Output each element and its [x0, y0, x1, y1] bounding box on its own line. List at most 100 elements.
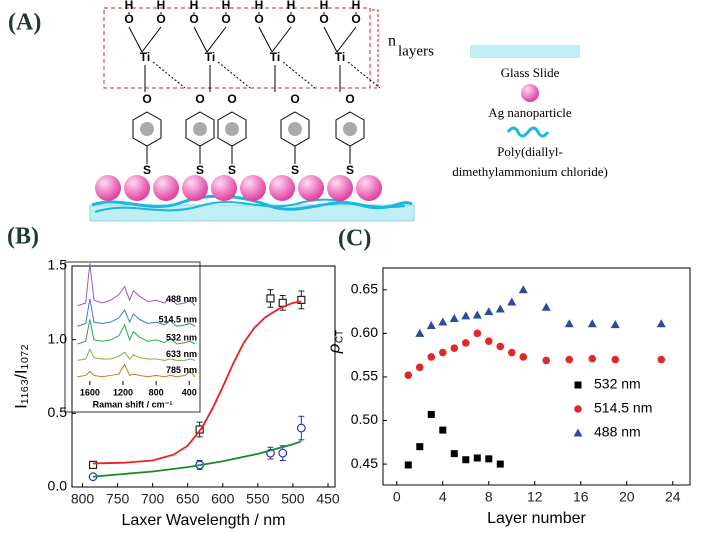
atom: O	[286, 12, 295, 26]
x-tick-label: 20	[619, 488, 635, 504]
plot-frame	[71, 265, 336, 488]
layer-box	[103, 7, 371, 89]
y-tick-label: 0.65	[351, 280, 378, 296]
series-label: 488 nm	[166, 294, 197, 304]
series-label: 785 nm	[166, 365, 197, 375]
bond	[271, 26, 292, 53]
marker	[449, 314, 459, 323]
legend-polymer	[506, 126, 550, 138]
marker	[462, 456, 470, 464]
x-tick-label: 750	[106, 490, 130, 506]
marker	[450, 344, 459, 352]
ag-particle	[95, 175, 121, 201]
atom: H	[320, 0, 329, 12]
x-tick-label: 12	[527, 488, 543, 504]
legend-label: layers	[398, 43, 434, 59]
marker	[565, 355, 574, 364]
x-tick-label: 550	[246, 490, 270, 506]
n-label: n	[388, 33, 396, 50]
ag-particle	[327, 175, 353, 201]
marker	[564, 319, 574, 328]
atom: O	[156, 12, 165, 26]
y-tick-label: 1.5	[48, 257, 68, 273]
ring-center	[343, 122, 357, 136]
atom: H	[157, 0, 166, 12]
atom: O	[345, 92, 354, 106]
panel-label: (A)	[8, 10, 41, 36]
bracket	[372, 9, 379, 89]
series-line	[77, 319, 196, 345]
marker	[427, 410, 435, 418]
y-tick-label: 0.5	[48, 404, 68, 420]
ag-particle	[269, 175, 295, 201]
marker	[610, 320, 620, 329]
x-axis-label: Layer number	[487, 510, 586, 527]
marker	[461, 311, 471, 320]
series-line	[92, 440, 302, 478]
y-tick-label: 0.60	[351, 324, 378, 340]
atom: H	[190, 0, 199, 12]
marker	[611, 355, 620, 364]
atom: Ti	[140, 50, 150, 64]
bond	[152, 61, 186, 89]
marker	[427, 353, 436, 361]
legend-marker	[574, 405, 582, 413]
marker	[496, 460, 504, 468]
atom: S	[346, 163, 354, 177]
polymer	[94, 198, 406, 213]
ring-center	[288, 122, 302, 136]
ag-particle	[240, 175, 266, 201]
ag-particle	[356, 175, 382, 201]
marker	[485, 455, 493, 463]
marker	[484, 307, 494, 316]
marker	[541, 302, 551, 311]
marker	[519, 353, 528, 361]
marker	[473, 329, 482, 338]
marker	[439, 426, 447, 434]
bond	[217, 61, 251, 89]
atom: H	[222, 0, 231, 12]
legend-ag	[521, 84, 539, 102]
atom: O	[290, 92, 299, 106]
x-tick-label: 1200	[113, 387, 133, 397]
ring-center	[225, 122, 239, 136]
atom: O	[319, 12, 328, 26]
atom: O	[195, 92, 204, 106]
marker	[404, 371, 413, 379]
marker	[507, 348, 516, 357]
legend-glass	[470, 45, 580, 58]
atom: O	[221, 12, 230, 26]
legend-label: Poly(diallyl-	[497, 144, 563, 159]
atom: O	[124, 12, 133, 26]
x-tick-label: 0	[393, 488, 401, 504]
marker	[88, 460, 98, 469]
legend-label: 514.5 nm	[594, 400, 652, 416]
legend-label: 488 nm	[594, 424, 641, 440]
marker	[297, 295, 306, 304]
x-tick-label: 500	[281, 490, 305, 506]
marker	[495, 304, 505, 313]
atom: O	[254, 12, 263, 26]
atom: H	[287, 0, 296, 12]
x-tick-label: 450	[316, 490, 340, 506]
legend-label: dimethylammonium chloride)	[452, 164, 608, 179]
x-tick-label: 8	[485, 488, 493, 504]
marker	[450, 450, 458, 458]
atom: H	[352, 0, 361, 12]
atom: S	[196, 163, 204, 177]
atom: S	[291, 163, 299, 177]
series-label: 514.5 nm	[158, 315, 197, 325]
bond	[128, 26, 143, 53]
atom: Ti	[335, 50, 345, 64]
marker	[588, 354, 597, 363]
marker	[278, 448, 288, 458]
ag-particle	[153, 175, 179, 201]
y-tick-label: 0.55	[351, 368, 378, 384]
series-label: 633 nm	[166, 349, 197, 359]
diagram: (A) n layers Glass Slide Ag nanoparticle…	[8, 7, 608, 222]
series-line	[77, 363, 196, 378]
atom: Ti	[270, 50, 280, 64]
atom: S	[228, 163, 236, 177]
x-tick-label: 800	[71, 490, 95, 506]
y-axis-label: I₁₁₆₃/I₁₀₇₂	[11, 344, 30, 409]
